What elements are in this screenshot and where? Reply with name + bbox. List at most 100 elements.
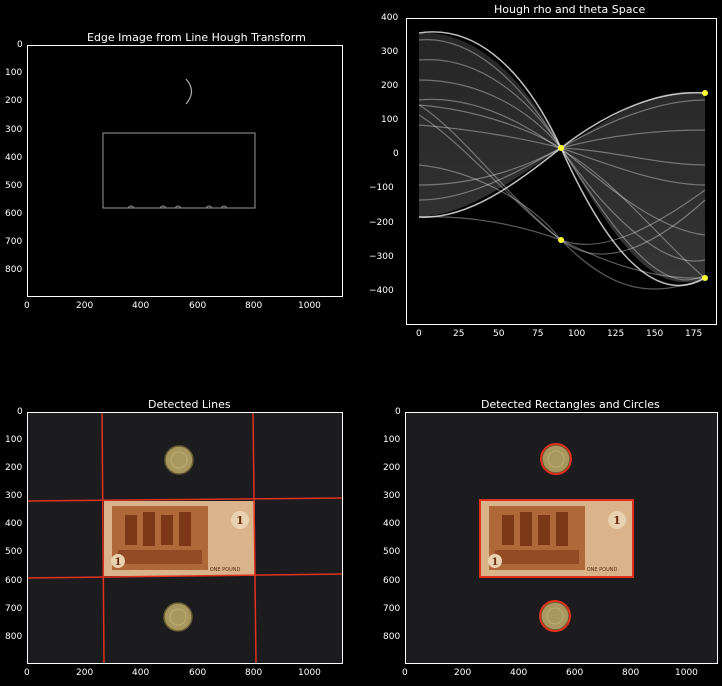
coin-top bbox=[164, 445, 194, 475]
y-tick: 500 bbox=[5, 547, 23, 557]
detected-line bbox=[252, 411, 257, 665]
y-tick: 800 bbox=[5, 265, 23, 275]
banknote-text: ONE POUND bbox=[210, 567, 241, 573]
y-tick: −400 bbox=[369, 286, 394, 296]
detected-line bbox=[26, 497, 344, 502]
hough-peak bbox=[702, 90, 708, 96]
x-tick: 600 bbox=[566, 668, 584, 678]
x-tick: 25 bbox=[453, 329, 465, 339]
y-tick: 500 bbox=[383, 547, 401, 557]
detections bbox=[479, 443, 634, 632]
lines-panel-title: Detected Lines bbox=[148, 398, 231, 411]
y-tick: 400 bbox=[5, 519, 23, 529]
detected-line bbox=[101, 411, 105, 665]
y-tick: 0 bbox=[395, 407, 401, 417]
y-tick: 400 bbox=[5, 153, 23, 163]
banknote-numeral-bottom: 1 bbox=[492, 557, 499, 568]
hough-peaks bbox=[558, 90, 708, 281]
y-tick: −100 bbox=[369, 183, 394, 193]
y-tick: 500 bbox=[5, 181, 23, 191]
y-tick: 0 bbox=[17, 40, 23, 50]
edge-panel-title: Edge Image from Line Hough Transform bbox=[87, 31, 306, 44]
edge-plot-frame bbox=[27, 45, 343, 297]
banknote-numeral-top: 1 bbox=[236, 514, 244, 527]
y-tick: 200 bbox=[383, 463, 401, 473]
x-tick: 150 bbox=[646, 329, 664, 339]
y-tick: 100 bbox=[5, 435, 23, 445]
x-tick: 0 bbox=[402, 668, 408, 678]
hough-peak bbox=[558, 145, 564, 151]
detected-lines bbox=[26, 411, 344, 665]
x-tick: 0 bbox=[416, 329, 422, 339]
y-tick: −300 bbox=[369, 252, 394, 262]
y-tick: 300 bbox=[5, 491, 23, 501]
y-tick: 700 bbox=[5, 237, 23, 247]
y-tick: 400 bbox=[381, 13, 399, 23]
x-tick: 75 bbox=[532, 329, 544, 339]
x-tick: 50 bbox=[493, 329, 505, 339]
banknote-numeral-top: 1 bbox=[613, 514, 621, 527]
x-tick: 125 bbox=[607, 329, 625, 339]
rects-plot-frame bbox=[405, 412, 718, 664]
y-tick: 200 bbox=[381, 81, 399, 91]
detected-circle bbox=[539, 600, 571, 632]
y-tick: 400 bbox=[383, 519, 401, 529]
y-tick: 0 bbox=[17, 407, 23, 417]
y-tick: 300 bbox=[383, 491, 401, 501]
y-tick: 300 bbox=[5, 125, 23, 135]
y-tick: 600 bbox=[383, 576, 401, 586]
banknote bbox=[104, 501, 255, 576]
x-tick: 100 bbox=[568, 329, 586, 339]
hough-plot-frame bbox=[406, 18, 717, 325]
x-tick: 1000 bbox=[675, 668, 698, 678]
edge-bottom-bumps bbox=[127, 205, 228, 209]
y-tick: 100 bbox=[381, 115, 399, 125]
detected-circle bbox=[540, 443, 572, 475]
hough-peak bbox=[702, 275, 708, 281]
banknote-numeral-bottom: 1 bbox=[115, 557, 122, 568]
y-tick: 0 bbox=[393, 149, 399, 159]
x-tick: 600 bbox=[189, 668, 207, 678]
x-tick: 200 bbox=[76, 301, 94, 311]
x-tick: 800 bbox=[245, 668, 263, 678]
x-tick: 400 bbox=[132, 668, 150, 678]
y-tick: 800 bbox=[383, 632, 401, 642]
y-tick: 300 bbox=[381, 47, 399, 57]
rects-panel-title: Detected Rectangles and Circles bbox=[481, 398, 660, 411]
x-tick: 175 bbox=[685, 329, 703, 339]
banknote-text: ONE POUND bbox=[587, 567, 618, 573]
y-tick: 200 bbox=[5, 463, 23, 473]
x-tick: 200 bbox=[76, 668, 94, 678]
x-tick: 400 bbox=[510, 668, 528, 678]
x-tick: 1000 bbox=[298, 301, 321, 311]
y-tick: 100 bbox=[383, 435, 401, 445]
y-tick: 100 bbox=[5, 68, 23, 78]
banknote bbox=[481, 501, 632, 576]
x-tick: 1000 bbox=[298, 668, 321, 678]
x-tick: 400 bbox=[132, 301, 150, 311]
x-tick: 0 bbox=[24, 668, 30, 678]
y-tick: 800 bbox=[5, 632, 23, 642]
hough-envelope bbox=[419, 32, 705, 283]
x-tick: 200 bbox=[454, 668, 472, 678]
detected-rectangle bbox=[479, 499, 634, 578]
coin-bottom bbox=[163, 602, 193, 632]
hough-peak bbox=[558, 237, 564, 243]
detected-line bbox=[26, 573, 344, 579]
x-tick: 600 bbox=[189, 301, 207, 311]
edge-coin-arc bbox=[185, 78, 193, 105]
x-tick: 0 bbox=[24, 301, 30, 311]
x-tick: 800 bbox=[622, 668, 640, 678]
lines-plot-frame bbox=[27, 412, 343, 664]
y-tick: 200 bbox=[5, 96, 23, 106]
x-tick: 800 bbox=[245, 301, 263, 311]
edge-rectangle bbox=[102, 132, 256, 209]
y-tick: 700 bbox=[5, 604, 23, 614]
y-tick: 600 bbox=[5, 209, 23, 219]
hough-panel-title: Hough rho and theta Space bbox=[494, 3, 646, 16]
y-tick: −200 bbox=[369, 218, 394, 228]
